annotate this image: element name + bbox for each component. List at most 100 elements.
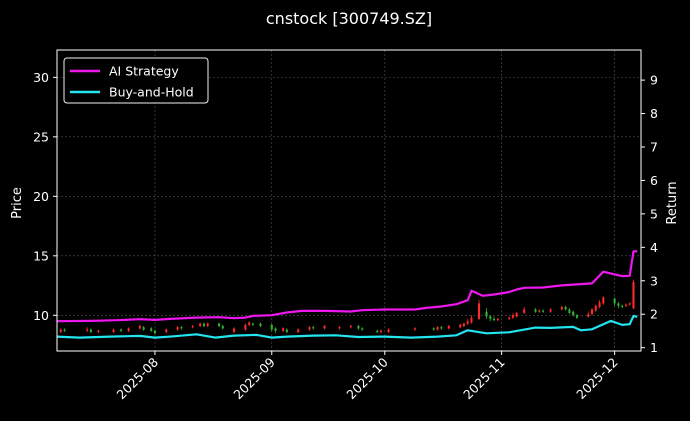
candle-body [308,327,311,330]
candle-body [199,323,202,327]
candle-body [138,326,141,329]
candle-body [560,306,563,310]
candle-body [590,309,594,315]
candle-body [285,329,288,332]
candle-body [523,309,526,313]
y-axis-label-right: Return [665,181,680,224]
candle-body [89,329,92,332]
y-tick-label-left: 10 [33,308,49,323]
y-tick-label-right: 3 [650,273,658,288]
candle-body [466,321,469,324]
candle-body [572,311,575,316]
candle-body [376,330,379,332]
candle-body [508,317,511,319]
y-tick-label-right: 8 [650,106,658,121]
candle-body [357,326,360,329]
candle-body [511,315,514,318]
candle-body [575,315,578,318]
candle-body [470,317,473,323]
candle-body [489,316,492,319]
y-tick-label-left: 20 [33,189,49,204]
candle-body [86,329,89,331]
chart-title: cnstock [300749.SZ] [266,9,432,28]
candle-body [274,328,277,331]
y-tick-label-right: 2 [650,307,658,322]
candles [59,279,635,335]
candle-body [542,310,545,312]
candle-body [549,309,552,312]
candle-body [462,323,465,327]
legend-label: Buy-and-Hold [109,85,194,100]
candle-body [587,314,590,317]
candle-body [349,326,352,328]
candle-body [202,323,205,327]
y-tick-label-left: 30 [33,70,49,85]
candle-body [221,326,224,329]
candle-body [97,330,100,332]
candle-body [538,310,541,312]
candle-body [150,328,153,331]
candle-body [602,297,605,304]
candle-body [413,328,416,330]
candle-body [628,303,631,305]
candle-body [534,309,537,312]
candle-body [323,326,326,329]
candle-body [259,323,262,327]
candle-body [63,329,66,331]
candle-body [613,298,616,304]
candle-body [282,328,285,331]
candle-body [436,327,439,330]
y-tick-label-left: 25 [33,129,49,144]
candle-body [127,328,130,331]
candle-body [564,306,567,310]
candle-body [338,327,341,329]
y-tick-label-left: 15 [33,248,49,263]
y-tick-label-right: 4 [650,240,658,255]
candle-body [59,329,62,332]
y-tick-label-right: 6 [650,173,658,188]
candle-body [624,304,627,306]
candle-body [621,305,624,307]
y-tick-label-right: 7 [650,139,658,154]
candle-body [297,329,300,332]
y-tick-label-right: 5 [650,206,658,221]
legend-label: AI Strategy [109,64,179,79]
candle-body [251,323,254,325]
candle-body [432,328,435,330]
candle-body [176,327,179,330]
candle-body [632,281,635,309]
candle-body [191,326,194,328]
candle-body [440,327,443,329]
candle-body [387,329,390,332]
candle-body [180,327,183,329]
candle-body [598,302,601,307]
candle-body [496,318,499,321]
candle-body [485,311,488,317]
candle-body [617,303,620,306]
candle-body [142,327,145,330]
candle-body [165,329,168,332]
candle-body [270,324,273,330]
candle-body [217,323,221,327]
legend: AI Strategy Buy-and-Hold [63,57,209,104]
candle-body [244,324,247,330]
candle-body [379,330,383,332]
candle-body [206,323,209,327]
y-tick-label-right: 1 [650,340,658,355]
candle-body [447,326,450,329]
candle-body [361,328,364,330]
candle-body [568,309,571,313]
candle-body [515,312,518,317]
plot-frame [56,49,642,352]
y-tick-label-right: 9 [650,73,658,88]
candle-body [248,322,251,325]
y-axis-label-left: Price [10,187,25,219]
candle-body [120,329,123,331]
candle-body [112,329,115,332]
candle-body [459,324,462,328]
candle-body [477,303,481,319]
candle-body [312,327,315,329]
series-line-buy-and-hold [56,314,638,339]
candle-body [493,318,496,321]
